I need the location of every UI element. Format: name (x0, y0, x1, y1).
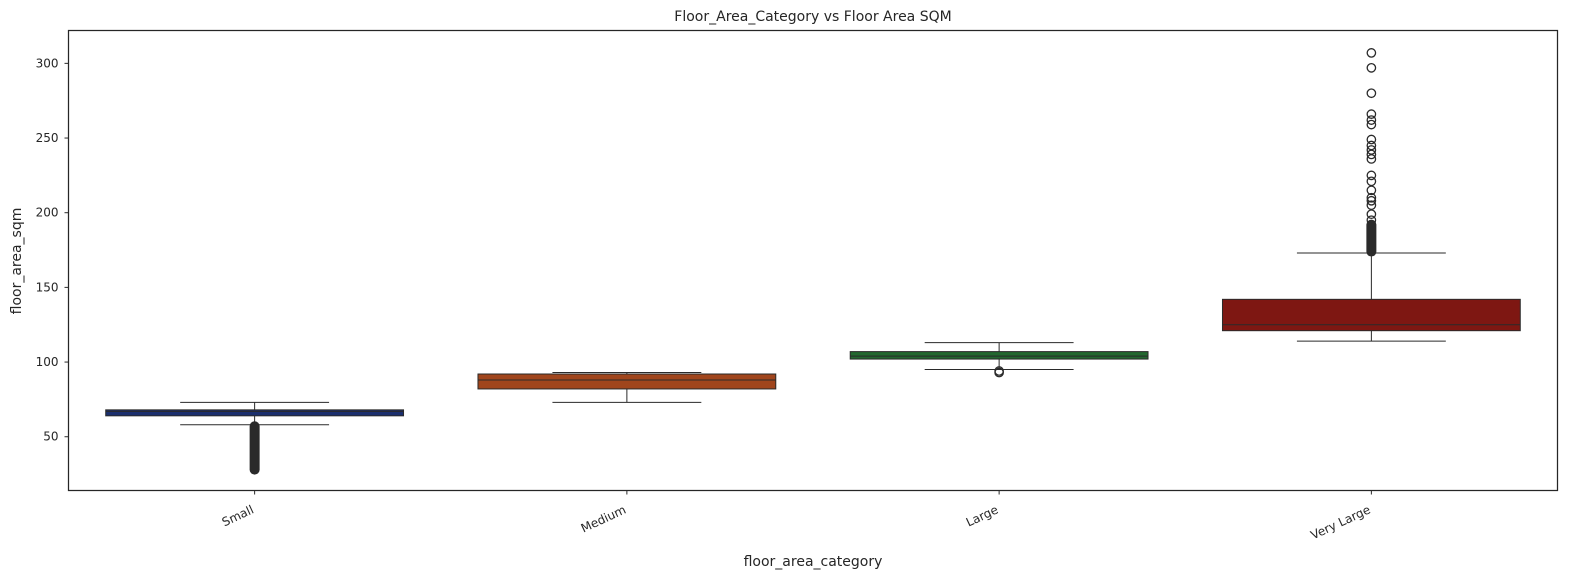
y-tick-label: 50 (43, 430, 58, 444)
y-axis-label: floor_area_sqm (9, 208, 25, 315)
outlier-point (1366, 200, 1377, 211)
box-iqr (105, 409, 405, 417)
outlier-point (1366, 170, 1377, 181)
y-axis-ticks: 50 100 150 200 250 300 (36, 56, 69, 444)
box-group-large (849, 342, 1149, 378)
chart-marks (105, 48, 1521, 475)
outlier-point (1366, 88, 1377, 99)
y-tick-label: 100 (36, 355, 59, 369)
chart-title: Floor_Area_Category vs Floor Area SQM (674, 9, 951, 25)
outlier-point (1366, 195, 1377, 206)
outlier-point (1366, 109, 1377, 119)
outlier-point (1366, 145, 1377, 155)
outlier-point (1366, 119, 1377, 130)
y-tick-label: 250 (36, 131, 59, 145)
box-group-very-large (1221, 48, 1521, 342)
y-tick-label: 300 (36, 56, 59, 70)
box-iqr (477, 373, 777, 390)
box-group-medium (477, 372, 777, 403)
box-iqr (849, 351, 1149, 360)
outlier-point (1366, 140, 1377, 151)
outlier-point (1366, 48, 1377, 58)
plot-frame (67, 29, 1559, 492)
x-tick-label: Small (220, 503, 256, 530)
box-group-small (105, 401, 405, 475)
x-tick-label: Medium (579, 503, 628, 536)
outlier-point (994, 366, 1004, 376)
x-axis-label: floor_area_category (744, 554, 883, 570)
x-tick-label: Very Large (1308, 503, 1372, 543)
outlier-point (1366, 62, 1377, 73)
outlier-point (1366, 176, 1377, 187)
outlier-point (1366, 134, 1377, 145)
outlier-point (1366, 209, 1377, 220)
x-tick-label: Large (964, 503, 1001, 530)
outlier-point (1366, 192, 1377, 203)
outlier-point (1366, 115, 1377, 125)
y-tick-label: 150 (36, 280, 59, 294)
y-tick-label: 200 (36, 206, 59, 220)
x-axis-ticks: Small Medium Large Very Large (220, 490, 1373, 543)
box-iqr (1221, 298, 1521, 332)
outlier-point (1366, 215, 1377, 226)
